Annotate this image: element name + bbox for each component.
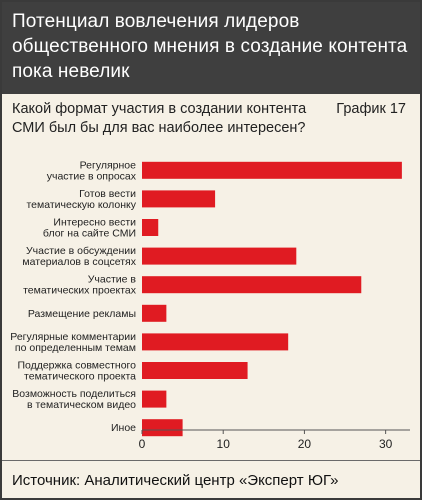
x-axis: 0 10 20 30 (139, 429, 410, 451)
category-label: Иное (111, 422, 136, 434)
bar (142, 219, 159, 236)
x-tick-label: 10 (217, 437, 231, 451)
x-tick-label: 30 (379, 437, 393, 451)
survey-question: Какой формат участия в создании контента… (12, 101, 307, 136)
bars (142, 161, 402, 437)
x-tick-label: 20 (298, 437, 312, 451)
chart-title: Потенциал вовлечения лидеров общественно… (2, 2, 420, 94)
bar (142, 161, 402, 179)
bar (142, 390, 167, 408)
category-label: Поддержка совместного тематического проек… (17, 360, 136, 383)
chart-number-label: График 17 (336, 101, 406, 117)
bar (142, 362, 248, 379)
category-label: Размещение рекламы (28, 308, 136, 320)
category-label: Регулярное участие в опросах (47, 159, 137, 182)
category-label: Участие в обсуждении материалов в соцсетя… (22, 245, 136, 268)
bar (142, 419, 183, 437)
bar-chart: Регулярное участие в опросах Готов вести те… (2, 148, 420, 460)
source-note: Источник: Аналитический центр «Эксперт Ю… (2, 460, 420, 498)
bar-chart-svg: Регулярное участие в опросах Готов вести те… (10, 159, 410, 451)
category-labels: Регулярное участие в опросах Готов вести те… (10, 159, 136, 434)
bar (142, 247, 297, 265)
category-label: Готов вести тематическую колонку (26, 188, 136, 211)
category-label: Интересно вести блог на сайте СМИ (43, 217, 136, 240)
x-tick-label: 0 (139, 437, 146, 451)
bar (142, 304, 167, 322)
bar (142, 333, 289, 351)
bar (142, 190, 216, 208)
category-label: Участие в тематических проектах (23, 274, 137, 297)
bar (142, 276, 362, 294)
category-label: Регулярные комментарии по определенным те… (10, 331, 136, 354)
category-label: Возможность поделиться в тематическом вид… (12, 388, 136, 411)
